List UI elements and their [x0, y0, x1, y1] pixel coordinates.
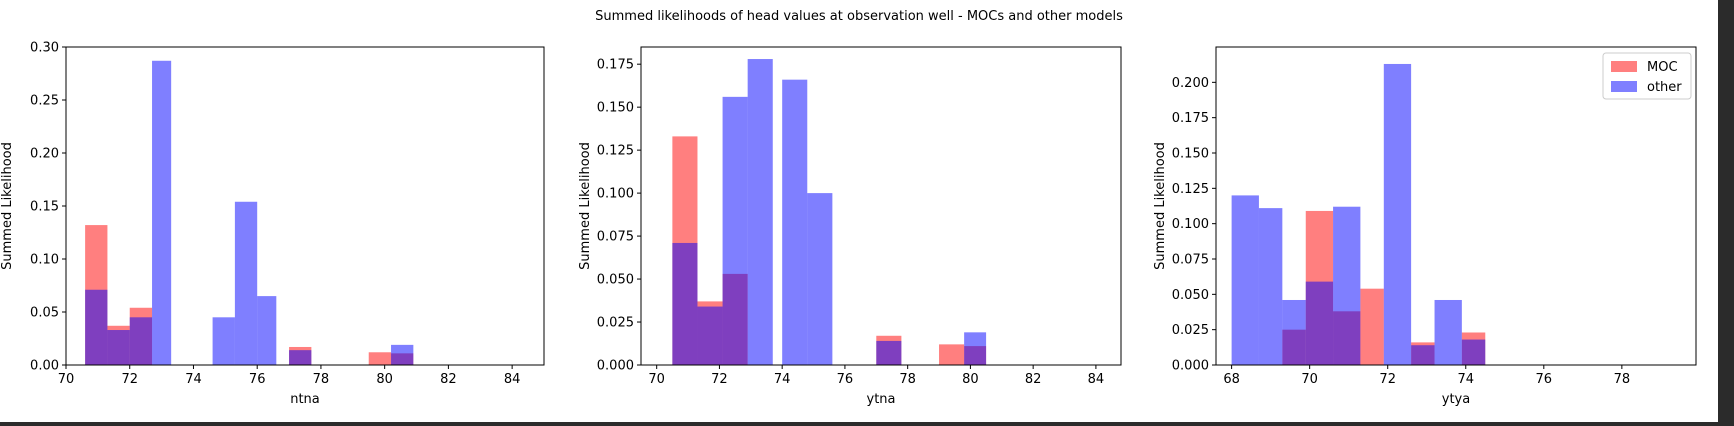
bar-other-1: [672, 242, 698, 365]
chart-panel-1: 70 72 74 76 78 80 82 84 0.00 0.05 0.10 0.15 0.20 0.25…: [0, 41, 545, 407]
y-tick-label: 0.30: [30, 41, 59, 56]
figure-title: Summed likelihoods of head values at obs…: [595, 9, 1123, 24]
bar-other-1: [85, 289, 108, 365]
y-tick-label: 0.00: [30, 359, 59, 374]
y-tick-label: 0.150: [597, 101, 634, 116]
x-tick-label: 76: [249, 372, 266, 387]
y-tick-label: 0.025: [1172, 323, 1209, 338]
chart-panel-3: 68 70 72 74 76 78 0.000 0.025 0.050 0.075 0.100 0.1…: [1153, 46, 1697, 407]
bar-other-6: [234, 201, 258, 365]
x-tick-label: 72: [121, 372, 138, 387]
x-tick-label: 74: [185, 372, 202, 387]
x-axis-label: ntna: [290, 392, 320, 407]
x-tick-label: 70: [648, 372, 665, 387]
bar-other-3: [1282, 299, 1306, 365]
legend-swatch-other: [1611, 81, 1637, 92]
bar-other-7: [257, 296, 277, 365]
bar-other-7: [876, 340, 902, 365]
x-tick-label: 70: [1301, 372, 1318, 387]
y-tick-label: 0.000: [1172, 359, 1209, 374]
y-tick-label: 0.125: [597, 144, 634, 159]
bar-other-2: [107, 330, 130, 365]
x-tick-label: 78: [313, 372, 330, 387]
bar-other-1: [1231, 195, 1259, 365]
bar-other-4: [1305, 281, 1334, 365]
y-tick-label: 0.05: [30, 306, 59, 321]
legend: MOC other: [1602, 52, 1692, 100]
y-tick-label: 0.10: [30, 253, 59, 268]
y-tick-label: 0.150: [1172, 147, 1209, 162]
y-tick-label: 0.075: [597, 230, 634, 245]
bar-other-9: [1461, 339, 1486, 365]
x-tick-label: 68: [1223, 372, 1240, 387]
bar-other-2: [697, 306, 723, 365]
bar-other-5: [212, 317, 235, 365]
chart-panel-2: 70 72 74 76 78 80 82 84 0.000 0.025 0.050 0.075 0.10…: [578, 46, 1122, 407]
y-axis-label: Summed Likelihood: [578, 142, 593, 270]
y-tick-label: 0.125: [1172, 182, 1209, 197]
bar-other-9: [391, 344, 414, 365]
bar-other-8: [964, 332, 987, 365]
legend-label-moc: MOC: [1647, 60, 1678, 75]
y-tick-label: 0.000: [597, 359, 634, 374]
bar-other-8: [289, 350, 312, 365]
axes-frame: [1215, 46, 1697, 366]
bar-other-7: [1411, 345, 1435, 365]
bar-other-8: [1434, 299, 1462, 365]
x-tick-label: 78: [1614, 372, 1631, 387]
x-tick-label: 78: [899, 372, 916, 387]
bar-other-4: [152, 60, 172, 365]
x-tick-label: 84: [1088, 372, 1105, 387]
x-tick-label: 74: [1457, 372, 1474, 387]
axes-frame: [640, 46, 1122, 366]
y-axis-label: Summed Likelihood: [0, 142, 15, 270]
legend-label-other: other: [1647, 80, 1682, 95]
y-tick-label: 0.200: [1172, 76, 1209, 91]
x-tick-label: 76: [1536, 372, 1553, 387]
bar-moc-4: [1360, 288, 1384, 365]
x-tick-label: 70: [58, 372, 75, 387]
x-axis-label: ytna: [867, 392, 896, 407]
bar-moc-5: [368, 352, 392, 365]
x-tick-label: 82: [1025, 372, 1042, 387]
y-tick-label: 0.175: [1172, 111, 1209, 126]
y-tick-label: 0.050: [597, 273, 634, 288]
bar-other-6: [1383, 63, 1412, 366]
y-axis-label: Summed Likelihood: [1153, 142, 1168, 270]
bar-other-3: [722, 96, 748, 366]
bar-other-5: [782, 79, 808, 366]
y-tick-label: 0.25: [30, 94, 59, 109]
y-tick-label: 0.15: [30, 200, 59, 215]
x-axis-label: ytya: [1442, 392, 1470, 407]
y-tick-label: 0.20: [30, 147, 59, 162]
bar-moc-5: [939, 344, 965, 365]
y-tick-label: 0.175: [597, 58, 634, 73]
y-tick-label: 0.100: [597, 187, 634, 202]
x-tick-label: 72: [1379, 372, 1396, 387]
bar-other-6: [807, 193, 833, 365]
bar-other-5: [1333, 206, 1361, 365]
x-tick-label: 82: [440, 372, 457, 387]
x-tick-label: 76: [837, 372, 854, 387]
x-tick-label: 72: [711, 372, 728, 387]
legend-swatch-moc: [1611, 61, 1637, 72]
x-tick-label: 84: [504, 372, 521, 387]
bar-other-2: [1258, 208, 1283, 365]
y-tick-label: 0.075: [1172, 253, 1209, 268]
y-tick-label: 0.050: [1172, 288, 1209, 303]
x-tick-label: 80: [962, 372, 979, 387]
x-tick-label: 74: [774, 372, 791, 387]
bar-other-4: [747, 59, 773, 365]
bar-other-3: [129, 317, 153, 365]
y-tick-label: 0.100: [1172, 217, 1209, 232]
x-tick-label: 80: [376, 372, 393, 387]
y-tick-label: 0.025: [597, 316, 634, 331]
